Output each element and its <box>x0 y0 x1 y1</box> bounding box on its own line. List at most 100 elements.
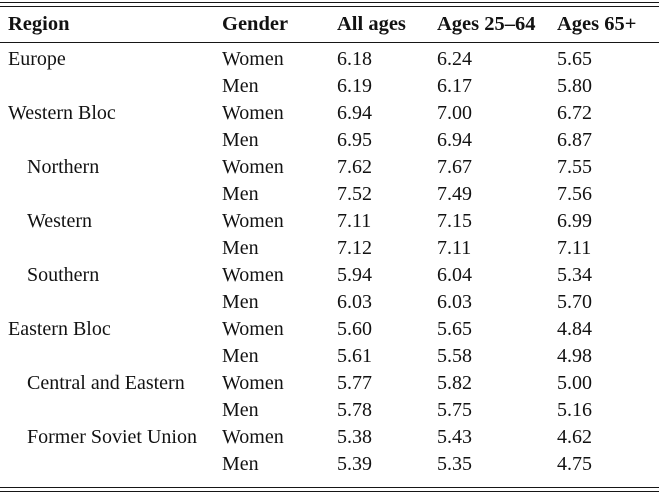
statistics-table: Region Gender All ages Ages 25–64 Ages 6… <box>0 7 659 478</box>
ages-25-64-value-cell: 5.43 <box>437 426 472 448</box>
table-row: Former Soviet Union Women 5.38 5.43 4.62 <box>0 424 659 451</box>
table-row: Men 6.95 6.94 6.87 <box>0 127 659 154</box>
gender-cell: Women <box>222 102 284 124</box>
all-ages-value-cell: 6.94 <box>337 102 372 124</box>
region-cell <box>0 397 214 424</box>
table-row: Southern Women 5.94 6.04 5.34 <box>0 262 659 289</box>
gender-cell: Women <box>222 48 284 70</box>
col-header-ages-65: Ages 65+ <box>549 7 659 43</box>
table-row: Western Women 7.11 7.15 6.99 <box>0 208 659 235</box>
ages-25-64-value-cell: 5.82 <box>437 372 472 394</box>
ages-65-value-cell: 7.11 <box>557 237 592 259</box>
header-row: Region Gender All ages Ages 25–64 Ages 6… <box>0 7 659 43</box>
ages-25-64-value-cell: 7.67 <box>437 156 472 178</box>
gender-cell: Men <box>222 345 259 367</box>
gender-cell: Women <box>222 264 284 286</box>
all-ages-value-cell: 7.12 <box>337 237 372 259</box>
ages-65-value-cell: 5.65 <box>557 48 592 70</box>
ages-65-value-cell: 7.55 <box>557 156 592 178</box>
ages-25-64-value-cell: 7.15 <box>437 210 472 232</box>
region-cell <box>0 181 214 208</box>
ages-25-64-value-cell: 5.58 <box>437 345 472 367</box>
table-row: Europe Women 6.18 6.24 5.65 <box>0 43 659 74</box>
ages-65-value-cell: 5.00 <box>557 372 592 394</box>
gender-cell: Women <box>222 156 284 178</box>
ages-65-value-cell: 4.75 <box>557 453 592 475</box>
region-cell <box>0 127 214 154</box>
all-ages-value-cell: 5.61 <box>337 345 372 367</box>
ages-65-value-cell: 6.99 <box>557 210 592 232</box>
ages-25-64-value-cell: 5.65 <box>437 318 472 340</box>
table-row: Northern Women 7.62 7.67 7.55 <box>0 154 659 181</box>
table-row: Western Bloc Women 6.94 7.00 6.72 <box>0 100 659 127</box>
ages-65-value-cell: 4.84 <box>557 318 592 340</box>
region-cell <box>0 451 214 478</box>
ages-65-value-cell: 5.70 <box>557 291 592 313</box>
table-row: Men 7.12 7.11 7.11 <box>0 235 659 262</box>
region-cell <box>0 343 214 370</box>
ages-25-64-value-cell: 5.75 <box>437 399 472 421</box>
ages-25-64-value-cell: 5.35 <box>437 453 472 475</box>
all-ages-value-cell: 7.11 <box>337 210 372 232</box>
ages-65-value-cell: 7.56 <box>557 183 592 205</box>
gender-cell: Women <box>222 426 284 448</box>
col-header-all-ages: All ages <box>329 7 429 43</box>
region-cell: Northern <box>27 156 100 178</box>
region-cell: Southern <box>27 264 100 286</box>
region-cell: Central and Eastern <box>27 372 185 394</box>
table-row: Men 5.39 5.35 4.75 <box>0 451 659 478</box>
gender-cell: Men <box>222 129 259 151</box>
all-ages-value-cell: 5.39 <box>337 453 372 475</box>
all-ages-value-cell: 6.19 <box>337 75 372 97</box>
ages-65-value-cell: 5.80 <box>557 75 592 97</box>
all-ages-value-cell: 5.77 <box>337 372 372 394</box>
all-ages-value-cell: 7.62 <box>337 156 372 178</box>
ages-25-64-value-cell: 6.03 <box>437 291 472 313</box>
ages-65-value-cell: 4.98 <box>557 345 592 367</box>
region-cell: Europe <box>8 48 66 70</box>
ages-25-64-value-cell: 7.49 <box>437 183 472 205</box>
table-row: Men 6.19 6.17 5.80 <box>0 73 659 100</box>
all-ages-value-cell: 5.94 <box>337 264 372 286</box>
region-cell: Eastern Bloc <box>8 318 111 340</box>
col-header-ages-25-64: Ages 25–64 <box>429 7 549 43</box>
table-row: Central and Eastern Women 5.77 5.82 5.00 <box>0 370 659 397</box>
all-ages-value-cell: 5.78 <box>337 399 372 421</box>
all-ages-value-cell: 6.18 <box>337 48 372 70</box>
gender-cell: Men <box>222 75 259 97</box>
ages-25-64-value-cell: 7.00 <box>437 102 472 124</box>
table-row: Men 7.52 7.49 7.56 <box>0 181 659 208</box>
all-ages-value-cell: 6.95 <box>337 129 372 151</box>
ages-25-64-value-cell: 6.24 <box>437 48 472 70</box>
gender-cell: Women <box>222 318 284 340</box>
ages-65-value-cell: 5.34 <box>557 264 592 286</box>
ages-65-value-cell: 4.62 <box>557 426 592 448</box>
table-row: Men 5.61 5.58 4.98 <box>0 343 659 370</box>
all-ages-value-cell: 5.38 <box>337 426 372 448</box>
gender-cell: Men <box>222 291 259 313</box>
ages-65-value-cell: 6.72 <box>557 102 592 124</box>
all-ages-value-cell: 7.52 <box>337 183 372 205</box>
table-body: Europe Women 6.18 6.24 5.65 Men 6.19 6.1… <box>0 43 659 479</box>
gender-cell: Women <box>222 372 284 394</box>
region-cell <box>0 235 214 262</box>
col-header-region: Region <box>0 7 214 43</box>
table-row: Men 5.78 5.75 5.16 <box>0 397 659 424</box>
region-cell: Western Bloc <box>8 102 116 124</box>
gender-cell: Women <box>222 210 284 232</box>
table-row: Eastern Bloc Women 5.60 5.65 4.84 <box>0 316 659 343</box>
col-header-gender: Gender <box>214 7 329 43</box>
gender-cell: Men <box>222 237 259 259</box>
table-row: Men 6.03 6.03 5.70 <box>0 289 659 316</box>
region-cell: Western <box>27 210 93 232</box>
ages-25-64-value-cell: 6.04 <box>437 264 472 286</box>
ages-65-value-cell: 5.16 <box>557 399 592 421</box>
all-ages-value-cell: 5.60 <box>337 318 372 340</box>
region-cell <box>0 289 214 316</box>
ages-25-64-value-cell: 6.17 <box>437 75 472 97</box>
all-ages-value-cell: 6.03 <box>337 291 372 313</box>
top-double-rule <box>0 2 659 7</box>
ages-65-value-cell: 6.87 <box>557 129 592 151</box>
gender-cell: Men <box>222 399 259 421</box>
